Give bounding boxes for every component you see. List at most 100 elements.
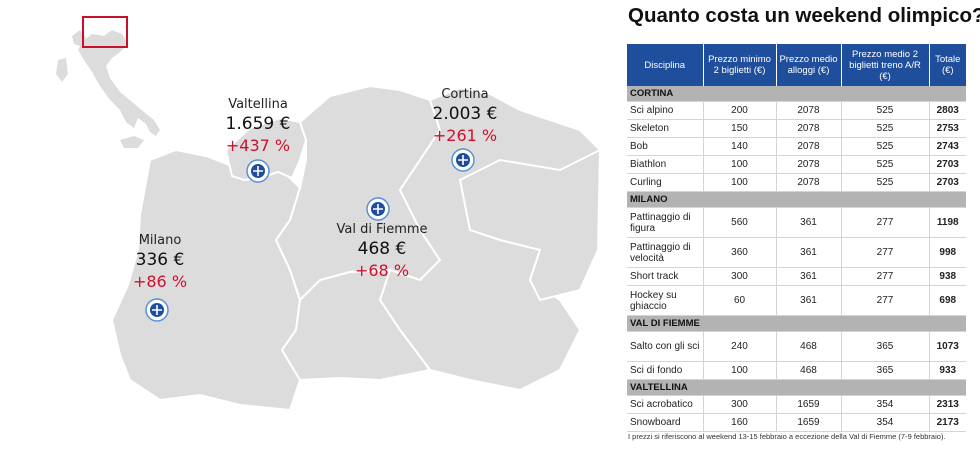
region-south <box>280 268 432 382</box>
region-cortina <box>378 86 602 392</box>
city-name: Valtellina <box>228 97 288 112</box>
cell-totale: 2703 <box>929 155 966 174</box>
cell-treno: 525 <box>841 173 930 192</box>
table-row: Sci acrobatico 300 1659 354 2313 <box>627 395 966 414</box>
label-val-di-fiemme: Val di Fiemme 468 € +68 % <box>326 222 438 281</box>
cell-treno: 525 <box>841 137 930 156</box>
cell-totale: 2313 <box>929 395 966 414</box>
city-price: 1.659 € <box>225 114 291 134</box>
table-row: Salto con gli sci 240 468 365 1073 <box>627 331 966 362</box>
table-row: Short track 300 361 277 938 <box>627 267 966 286</box>
cell-alloggi: 1659 <box>776 413 842 432</box>
city-change: +68 % <box>354 261 410 280</box>
cell-disciplina: Sci di fondo <box>627 361 704 380</box>
cell-disciplina: Bob <box>627 137 704 156</box>
cell-alloggi: 361 <box>776 285 842 316</box>
cell-disciplina: Hockey su ghiaccio <box>627 285 704 316</box>
table-body: CORTINA Sci alpino 200 2078 525 2803 Skeleton 1… <box>627 86 966 432</box>
table-row: Skeleton 150 2078 525 2753 <box>627 119 966 138</box>
cell-treno: 277 <box>841 237 930 268</box>
section-row: VALTELLINA <box>627 379 966 396</box>
cell-treno: 525 <box>841 101 930 120</box>
cell-alloggi: 361 <box>776 207 842 238</box>
cell-biglietti: 160 <box>703 413 777 432</box>
table-row: Pattinaggio di velocità 360 361 277 998 <box>627 237 966 268</box>
cell-alloggi: 1659 <box>776 395 842 414</box>
cell-totale: 938 <box>929 267 966 286</box>
cell-treno: 525 <box>841 119 930 138</box>
cell-disciplina: Biathlon <box>627 155 704 174</box>
label-cortina: Cortina 2.003 € +261 % <box>415 87 515 146</box>
label-milano: Milano 336 € +86 % <box>110 233 210 292</box>
cell-biglietti: 60 <box>703 285 777 316</box>
table-row: Bob 140 2078 525 2743 <box>627 137 966 156</box>
cell-alloggi: 361 <box>776 267 842 286</box>
section-row: CORTINA <box>627 86 966 102</box>
column-header: Totale (€) <box>929 44 966 86</box>
region-east <box>458 148 602 302</box>
cell-treno: 277 <box>841 285 930 316</box>
city-change: +261 % <box>432 126 498 145</box>
cell-biglietti: 560 <box>703 207 777 238</box>
cell-totale: 1198 <box>929 207 966 238</box>
cell-biglietti: 100 <box>703 155 777 174</box>
section-label: VALTELLINA <box>627 379 966 396</box>
city-name: Milano <box>138 233 182 248</box>
table-row: Pattinaggio di figura 560 361 277 1198 <box>627 207 966 238</box>
cell-disciplina: Sci alpino <box>627 101 704 120</box>
cell-disciplina: Sci acrobatico <box>627 395 704 414</box>
cell-totale: 698 <box>929 285 966 316</box>
regions <box>110 84 602 412</box>
cell-disciplina: Pattinaggio di velocità <box>627 237 704 268</box>
cell-alloggi: 361 <box>776 237 842 268</box>
marker-val-di-fiemme <box>366 197 390 221</box>
column-header: Prezzo minimo 2 biglietti (€) <box>703 44 777 86</box>
highlight-box <box>82 16 128 48</box>
section-label: MILANO <box>627 191 966 208</box>
cell-totale: 1073 <box>929 331 966 362</box>
cell-alloggi: 468 <box>776 361 842 380</box>
table-row: Biathlon 100 2078 525 2703 <box>627 155 966 174</box>
cell-totale: 933 <box>929 361 966 380</box>
cell-treno: 525 <box>841 155 930 174</box>
marker-valtellina <box>246 159 270 183</box>
marker-cortina <box>451 148 475 172</box>
column-header: Disciplina <box>627 44 704 86</box>
cell-totale: 2173 <box>929 413 966 432</box>
cell-biglietti: 100 <box>703 361 777 380</box>
cell-totale: 2803 <box>929 101 966 120</box>
cell-totale: 2743 <box>929 137 966 156</box>
cell-biglietti: 100 <box>703 173 777 192</box>
italy-inset-map <box>56 16 160 148</box>
table-row: Hockey su ghiaccio 60 361 277 698 <box>627 285 966 316</box>
city-change: +86 % <box>132 272 188 291</box>
cell-disciplina: Salto con gli sci <box>627 331 704 362</box>
section-label: VAL DI FIEMME <box>627 315 966 332</box>
cell-biglietti: 150 <box>703 119 777 138</box>
cell-biglietti: 300 <box>703 395 777 414</box>
marker-milano <box>145 298 169 322</box>
cell-disciplina: Skeleton <box>627 119 704 138</box>
city-price: 468 € <box>357 239 407 259</box>
city-change: +437 % <box>225 136 291 155</box>
section-label: CORTINA <box>627 86 966 102</box>
cell-totale: 2753 <box>929 119 966 138</box>
cell-treno: 354 <box>841 395 930 414</box>
cell-biglietti: 360 <box>703 237 777 268</box>
region-valtellina <box>224 116 308 182</box>
cell-alloggi: 2078 <box>776 155 842 174</box>
cell-alloggi: 2078 <box>776 137 842 156</box>
column-header: Prezzo medio alloggi (€) <box>776 44 842 86</box>
chart-title: Quanto costa un weekend olimpico? <box>628 4 980 27</box>
cell-alloggi: 2078 <box>776 173 842 192</box>
cell-treno: 365 <box>841 331 930 362</box>
column-header: Prezzo medio 2 biglietti treno A/R (€) <box>841 44 930 86</box>
section-row: MILANO <box>627 191 966 208</box>
cost-table: Disciplina Prezzo minimo 2 biglietti (€) P… <box>627 44 966 432</box>
table-row: Sci di fondo 100 468 365 933 <box>627 361 966 380</box>
cell-alloggi: 2078 <box>776 101 842 120</box>
cell-disciplina: Snowboard <box>627 413 704 432</box>
table-row: Snowboard 160 1659 354 2173 <box>627 413 966 432</box>
city-name: Val di Fiemme <box>336 222 428 237</box>
footnote: I prezzi si riferiscono al weekend 13-15… <box>628 432 946 441</box>
